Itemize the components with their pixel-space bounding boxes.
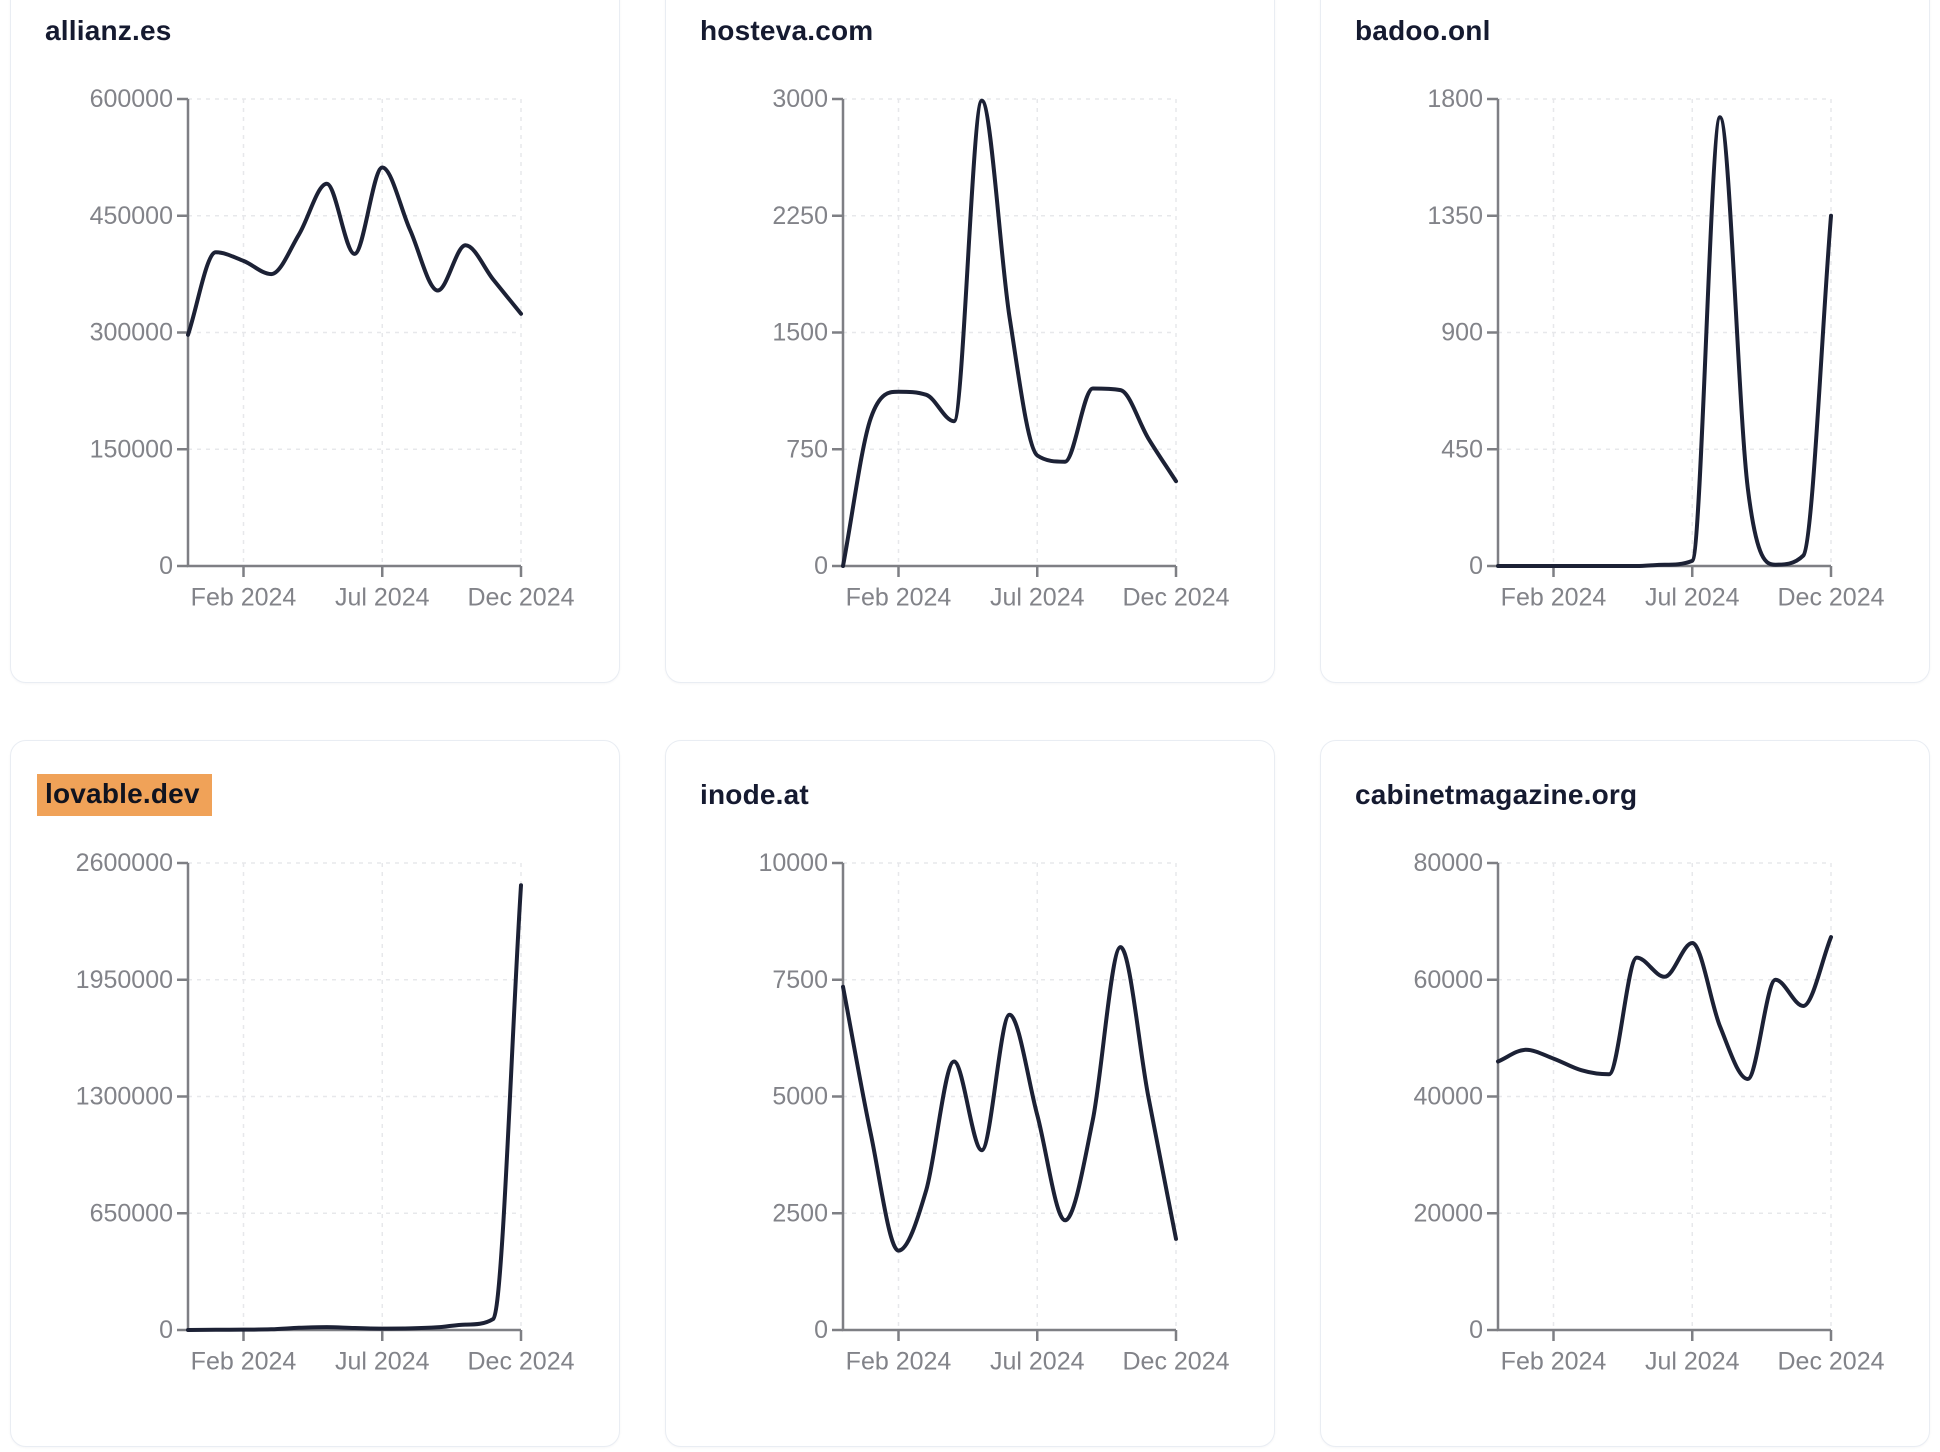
x-tick-label: Jul 2024 bbox=[335, 1348, 430, 1376]
domain-title-label: lovable.dev bbox=[37, 774, 212, 816]
y-tick-label: 10000 bbox=[758, 849, 828, 877]
x-tick-label: Dec 2024 bbox=[1777, 1348, 1884, 1376]
traffic-line bbox=[1496, 115, 1833, 568]
y-tick-label: 0 bbox=[1469, 552, 1483, 580]
y-tick-label: 0 bbox=[814, 552, 828, 580]
y-tick-label: 3000 bbox=[772, 85, 828, 113]
y-tick-label: 5000 bbox=[772, 1083, 828, 1111]
y-tick-label: 0 bbox=[159, 1316, 173, 1344]
x-tick-label: Dec 2024 bbox=[467, 584, 574, 612]
x-tick-label: Jul 2024 bbox=[990, 1348, 1085, 1376]
x-tick-label: Feb 2024 bbox=[191, 1348, 297, 1376]
x-tick-label: Jul 2024 bbox=[335, 584, 430, 612]
y-tick-label: 300000 bbox=[90, 319, 173, 347]
axis-line bbox=[1496, 99, 1831, 568]
domain-card: inode.at 0 2500 5000 7500 10000 Feb 2024 Jul 2… bbox=[665, 740, 1275, 1447]
y-tick-label: 750 bbox=[786, 435, 828, 463]
domain-title[interactable]: lovable.dev bbox=[37, 774, 212, 816]
x-tick-label: Jul 2024 bbox=[990, 584, 1085, 612]
traffic-line-chart: 0 2500 5000 7500 10000 Feb 2024 Jul 2024 Dec 20… bbox=[758, 849, 1229, 1376]
x-tick-label: Dec 2024 bbox=[1122, 584, 1229, 612]
domain-title[interactable]: cabinetmagazine.org bbox=[1355, 775, 1637, 815]
domain-card: hosteva.com 0 750 1500 2250 3000 Feb 2024 Jul … bbox=[665, 0, 1275, 683]
domain-title[interactable]: hosteva.com bbox=[700, 11, 873, 51]
axis-line bbox=[186, 863, 521, 1332]
x-tick-label: Feb 2024 bbox=[846, 584, 952, 612]
y-tick-label: 150000 bbox=[90, 435, 173, 463]
x-tick-label: Feb 2024 bbox=[1501, 584, 1607, 612]
traffic-line-chart: 0 450 900 1350 1800 Feb 2024 Jul 2024 Dec 2024 bbox=[1427, 85, 1884, 612]
y-tick-label: 2500 bbox=[772, 1199, 828, 1227]
x-tick-label: Dec 2024 bbox=[467, 1348, 574, 1376]
x-tick-label: Jul 2024 bbox=[1645, 584, 1740, 612]
traffic-line bbox=[841, 945, 1178, 1253]
domain-title-label: cabinetmagazine.org bbox=[1355, 779, 1638, 810]
traffic-line bbox=[186, 165, 523, 337]
y-tick-label: 1350 bbox=[1427, 202, 1483, 230]
domain-title[interactable]: badoo.onl bbox=[1355, 11, 1491, 51]
y-tick-label: 2250 bbox=[772, 202, 828, 230]
domain-card: lovable.dev 0 650000 1300000 1950000 2600000… bbox=[10, 740, 620, 1447]
y-tick-label: 650000 bbox=[90, 1199, 173, 1227]
traffic-line bbox=[186, 883, 523, 1332]
y-tick-label: 7500 bbox=[772, 966, 828, 994]
y-tick-label: 900 bbox=[1441, 319, 1483, 347]
chart-grid: allianz.es 0 150000 300000 450000 600000 Feb … bbox=[10, 0, 1930, 1447]
axis-line bbox=[1496, 863, 1831, 1332]
y-tick-label: 450 bbox=[1441, 435, 1483, 463]
domain-card: badoo.onl 0 450 900 1350 1800 Feb 2024 Jul 202… bbox=[1320, 0, 1930, 683]
y-tick-label: 0 bbox=[814, 1316, 828, 1344]
y-tick-label: 600000 bbox=[90, 85, 173, 113]
domain-title[interactable]: allianz.es bbox=[45, 11, 172, 51]
traffic-line-chart: 0 650000 1300000 1950000 2600000 Feb 2024 Jul … bbox=[76, 849, 575, 1376]
domain-title-label: hosteva.com bbox=[700, 15, 874, 46]
x-tick-label: Dec 2024 bbox=[1122, 1348, 1229, 1376]
y-tick-label: 40000 bbox=[1413, 1083, 1483, 1111]
y-tick-label: 1800 bbox=[1427, 85, 1483, 113]
y-tick-label: 1300000 bbox=[76, 1083, 173, 1111]
traffic-line bbox=[1496, 935, 1833, 1081]
domain-card: cabinetmagazine.org 0 20000 40000 60000 8000… bbox=[1320, 740, 1930, 1447]
axis-line bbox=[841, 863, 1176, 1332]
y-tick-label: 1950000 bbox=[76, 966, 173, 994]
y-tick-label: 80000 bbox=[1413, 849, 1483, 877]
axis-line bbox=[186, 99, 521, 568]
domain-title-label: inode.at bbox=[700, 779, 809, 810]
domain-card: allianz.es 0 150000 300000 450000 600000 Feb … bbox=[10, 0, 620, 683]
x-tick-label: Feb 2024 bbox=[1501, 1348, 1607, 1376]
traffic-line bbox=[841, 98, 1178, 568]
y-tick-label: 0 bbox=[1469, 1316, 1483, 1344]
traffic-line-chart: 0 750 1500 2250 3000 Feb 2024 Jul 2024 Dec 2024 bbox=[772, 85, 1229, 612]
y-tick-label: 0 bbox=[159, 552, 173, 580]
x-tick-label: Feb 2024 bbox=[191, 584, 297, 612]
traffic-line-chart: 0 20000 40000 60000 80000 Feb 2024 Jul 2024 Dec… bbox=[1413, 849, 1884, 1376]
x-tick-label: Dec 2024 bbox=[1777, 584, 1884, 612]
y-tick-label: 1500 bbox=[772, 319, 828, 347]
domain-title-label: allianz.es bbox=[45, 15, 172, 46]
x-tick-label: Jul 2024 bbox=[1645, 1348, 1740, 1376]
traffic-line-chart: 0 150000 300000 450000 600000 Feb 2024 Jul 202… bbox=[90, 85, 575, 612]
axis-line bbox=[841, 99, 1176, 568]
domain-title[interactable]: inode.at bbox=[700, 775, 809, 815]
domain-title-label: badoo.onl bbox=[1355, 15, 1491, 46]
y-tick-label: 20000 bbox=[1413, 1199, 1483, 1227]
y-tick-label: 2600000 bbox=[76, 849, 173, 877]
y-tick-label: 60000 bbox=[1413, 966, 1483, 994]
x-tick-label: Feb 2024 bbox=[846, 1348, 952, 1376]
y-tick-label: 450000 bbox=[90, 202, 173, 230]
